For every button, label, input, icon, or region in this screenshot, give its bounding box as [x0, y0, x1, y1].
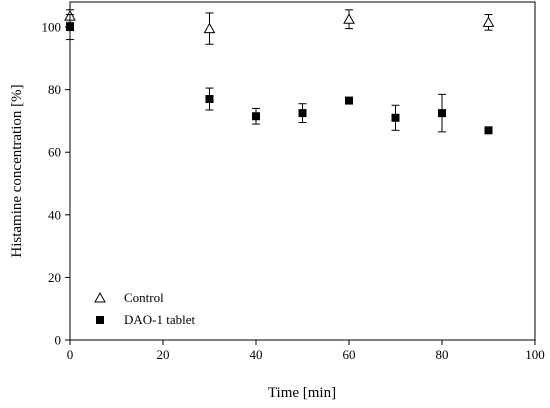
control-point: [343, 13, 355, 24]
y-tick-label: 40: [48, 207, 61, 222]
y-tick-label: 80: [48, 82, 61, 97]
dao-point: [298, 109, 307, 118]
legend-label: DAO-1 tablet: [124, 312, 196, 327]
y-tick-label: 60: [48, 145, 61, 160]
dao-point: [345, 96, 353, 105]
x-axis: 0 20 40 60 80 100: [67, 340, 545, 362]
y-tick-label: 0: [55, 333, 62, 348]
plot-frame: [69, 1, 536, 341]
x-axis-label: Time [min]: [268, 385, 336, 401]
dao-point: [66, 23, 74, 32]
y-tick-label: 20: [48, 270, 61, 285]
control-point: [94, 291, 106, 303]
y-axis: 0 20 40 60 80 100: [42, 20, 70, 348]
legend-label: Control: [124, 290, 164, 305]
dao-point: [438, 109, 446, 118]
y-tick-label: 100: [42, 20, 62, 35]
x-tick-label: 60: [343, 347, 356, 362]
dao-point: [205, 95, 214, 104]
x-tick-label: 40: [250, 347, 263, 362]
x-tick-label: 100: [525, 347, 545, 362]
x-tick-label: 20: [157, 347, 170, 362]
x-tick-label: 80: [436, 347, 449, 362]
dao-point: [252, 112, 260, 121]
control-point: [482, 16, 495, 27]
data-marks: [64, 9, 495, 135]
dao-point: [96, 316, 104, 324]
y-axis-label: Histamine concentration [%]: [9, 84, 25, 257]
x-tick-label: 0: [67, 347, 74, 362]
dao-point: [484, 126, 493, 135]
dao-point: [391, 113, 400, 122]
legend: Control DAO-1 tablet: [94, 290, 196, 327]
control-point: [203, 22, 216, 34]
